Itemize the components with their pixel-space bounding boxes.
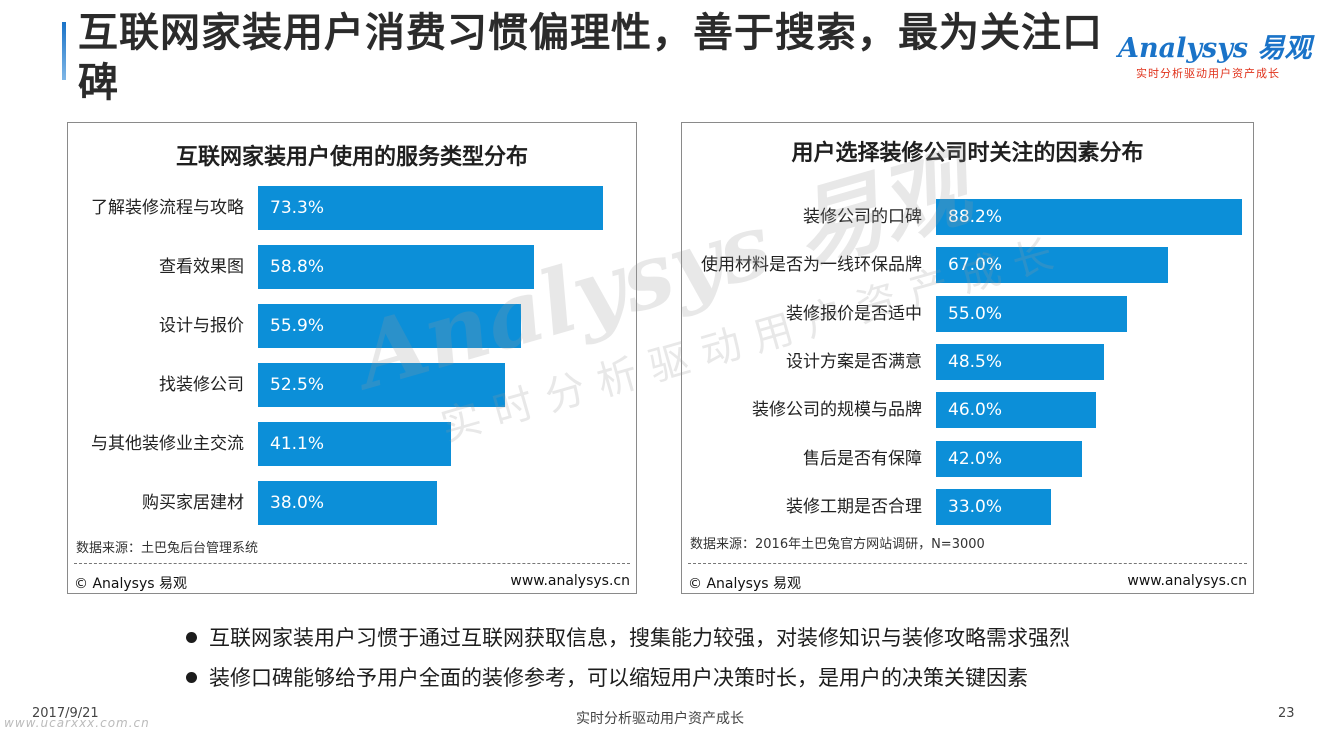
bar: 55.9% — [258, 304, 521, 348]
bar: 46.0% — [936, 392, 1096, 429]
bar-category-label: 设计与报价 — [159, 316, 244, 336]
bar-value-label: 73.3% — [270, 198, 325, 218]
bar: 41.1% — [258, 422, 452, 466]
footer-tagline: 实时分析驱动用户资产成长 — [576, 711, 744, 727]
bar-value-label: 46.0% — [948, 400, 1003, 421]
page-title: 互联网家装用户消费习惯偏理性，善于搜索，最为关注口碑 — [78, 10, 1103, 106]
bar-category-label: 装修报价是否适中 — [786, 303, 922, 324]
logo-tagline: 实时分析驱动用户资产成长 — [1136, 67, 1280, 80]
bar-value-label: 55.0% — [948, 303, 1003, 324]
bar-category-label: 装修公司的口碑 — [803, 207, 922, 227]
bar: 58.8% — [258, 245, 535, 289]
bar-value-label: 58.8% — [270, 257, 325, 277]
chart-title: 用户选择装修公司时关注的因素分布 — [791, 141, 1144, 166]
analysys-logo: Analysys 易观 实时分析驱动用户资产成长 — [1118, 26, 1312, 81]
bullet-dot-icon — [186, 631, 197, 643]
bar: 42.0% — [936, 440, 1082, 477]
divider — [688, 563, 1247, 564]
page-number: 23 — [1278, 706, 1295, 721]
bar-value-label: 38.0% — [270, 493, 325, 513]
logo-wordmark: Analysys 易观 — [1118, 33, 1312, 64]
bar-value-label: 48.5% — [948, 351, 1003, 372]
bullet-point: 装修口碑能够给予用户全面的装修参考，可以缩短用户决策时长，是用户的决策关键因素 — [186, 662, 1028, 692]
bullet-text: 装修口碑能够给予用户全面的装修参考，可以缩短用户决策时长，是用户的决策关键因素 — [209, 666, 1028, 690]
bar-category-label: 使用材料是否为一线环保品牌 — [701, 255, 922, 276]
data-source: 数据来源：2016年土巴兔官方网站调研，N=3000 — [690, 537, 985, 552]
website: www.analysys.cn — [510, 573, 630, 589]
bar-category-label: 了解装修流程与攻略 — [91, 198, 244, 218]
bar-category-label: 设计方案是否满意 — [786, 351, 922, 372]
chart-panel-service-types: 互联网家装用户使用的服务类型分布 了解装修流程与攻略 73.3% 查看效果图 58.8… — [67, 122, 637, 594]
chart-panel-decision-factors: 用户选择装修公司时关注的因素分布 装修公司的口碑 88.2% 使用材料是否为一线环保… — [681, 122, 1254, 594]
bar-category-label: 购买家居建材 — [142, 493, 244, 513]
bar-value-label: 33.0% — [948, 496, 1003, 517]
bar-category-label: 装修公司的规模与品牌 — [752, 400, 922, 421]
bar: 52.5% — [258, 363, 505, 407]
bullet-text: 互联网家装用户习惯于通过互联网获取信息，搜集能力较强，对装修知识与装修攻略需求强… — [209, 626, 1070, 650]
bar-value-label: 67.0% — [948, 255, 1003, 276]
chart-title: 互联网家装用户使用的服务类型分布 — [175, 145, 528, 170]
website: www.analysys.cn — [1127, 573, 1247, 589]
bar: 73.3% — [258, 186, 603, 230]
bar-category-label: 装修工期是否合理 — [786, 496, 922, 517]
bar-category-label: 与其他装修业主交流 — [91, 434, 244, 454]
divider — [74, 563, 630, 564]
url-watermark: www.ucarxxx.com.cn — [4, 716, 150, 730]
bar-value-label: 52.5% — [270, 375, 325, 395]
bar: 67.0% — [936, 247, 1169, 284]
bar-value-label: 42.0% — [948, 448, 1003, 469]
footer-date: 2017/9/21 — [32, 706, 99, 721]
bar-category-label: 售后是否有保障 — [803, 448, 922, 469]
bar-category-label: 查看效果图 — [159, 257, 244, 277]
bullet-dot-icon — [186, 671, 197, 683]
bar: 38.0% — [258, 481, 437, 525]
data-source: 数据来源：土巴兔后台管理系统 — [76, 541, 259, 556]
bar-value-label: 88.2% — [948, 207, 1003, 227]
bar-value-label: 41.1% — [270, 434, 325, 454]
bar: 88.2% — [936, 199, 1243, 235]
bullet-point: 互联网家装用户习惯于通过互联网获取信息，搜集能力较强，对装修知识与装修攻略需求强… — [186, 622, 1070, 652]
bar: 33.0% — [936, 488, 1051, 525]
bar-category-label: 找装修公司 — [159, 375, 244, 395]
copyright: © Analysys 易观 — [688, 576, 801, 592]
bar: 48.5% — [936, 343, 1105, 380]
bar: 55.0% — [936, 295, 1127, 332]
bar-value-label: 55.9% — [270, 316, 325, 336]
title-accent-bar — [62, 22, 66, 80]
copyright: © Analysys 易观 — [74, 576, 187, 592]
